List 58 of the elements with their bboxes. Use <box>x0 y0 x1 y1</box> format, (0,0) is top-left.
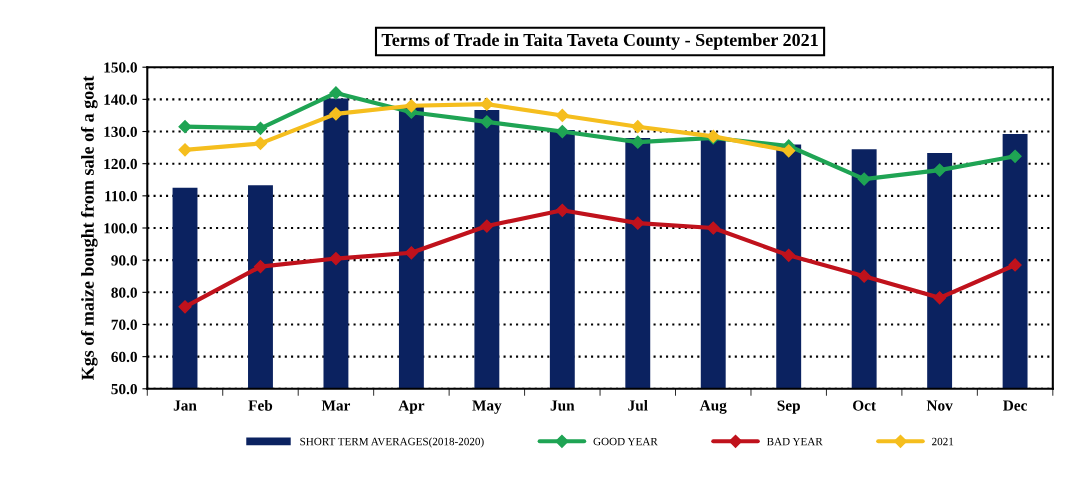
y-tick-label: 70.0 <box>111 319 137 330</box>
legend-label: GOOD YEAR <box>593 437 658 446</box>
x-tick-label: Nov <box>926 400 953 411</box>
point <box>631 216 645 230</box>
y-tick-label: 140.0 <box>104 94 137 105</box>
y-tick-label: 110.0 <box>105 190 137 202</box>
point <box>329 107 343 121</box>
x-tick-label: Sep <box>777 400 800 414</box>
x-tick-label: Oct <box>853 400 876 411</box>
point <box>631 120 645 134</box>
point <box>253 121 268 135</box>
y-tick-label: 100.0 <box>104 223 137 234</box>
x-tick-label: Jul <box>628 399 648 411</box>
point <box>480 97 494 111</box>
point <box>480 115 494 129</box>
point <box>253 136 268 151</box>
point <box>178 300 192 314</box>
legend-label: BAD YEAR <box>766 437 823 446</box>
chart-title: Terms of Trade in Taita Taveta County - September 2021 <box>381 33 818 50</box>
point <box>480 219 494 233</box>
point <box>555 124 569 139</box>
point <box>329 251 343 266</box>
x-tick-label: Apr <box>398 400 425 414</box>
legend-label: 2021 <box>932 437 954 446</box>
y-tick-label: 130.0 <box>104 126 137 138</box>
point <box>1008 149 1022 163</box>
x-tick-label: Jan <box>173 400 197 411</box>
y-tick-label: 50.0 <box>111 383 137 395</box>
x-tick-label: Aug <box>699 400 727 414</box>
point <box>857 172 871 186</box>
y-axis-title: Kgs of maize bought from sale of a goat <box>80 75 98 380</box>
point <box>1008 258 1022 272</box>
y-tick-label: 120.0 <box>104 158 137 170</box>
point <box>782 144 796 158</box>
x-tick-label: Dec <box>1003 400 1027 411</box>
x-tick-label: May <box>472 400 502 414</box>
point <box>933 163 947 177</box>
point <box>782 248 796 262</box>
point <box>857 269 871 283</box>
point <box>178 120 192 134</box>
point <box>178 143 192 157</box>
y-tick-label: 90.0 <box>111 255 137 266</box>
point <box>404 99 418 113</box>
point <box>933 291 947 305</box>
point <box>404 246 418 260</box>
point <box>631 135 645 149</box>
point <box>329 86 343 100</box>
point <box>555 203 569 217</box>
point <box>706 221 720 235</box>
y-tick-label: 150.0 <box>104 62 137 73</box>
y-tick-label: 80.0 <box>111 287 137 298</box>
x-tick-label: Mar <box>321 400 351 411</box>
x-tick-label: Jun <box>550 400 575 411</box>
point <box>253 260 268 274</box>
x-tick-label: Feb <box>248 399 273 411</box>
y-tick-label: 60.0 <box>111 351 137 363</box>
point <box>555 108 569 123</box>
legend-label: SHORT TERM AVERAGES(2018-2020) <box>300 437 484 448</box>
